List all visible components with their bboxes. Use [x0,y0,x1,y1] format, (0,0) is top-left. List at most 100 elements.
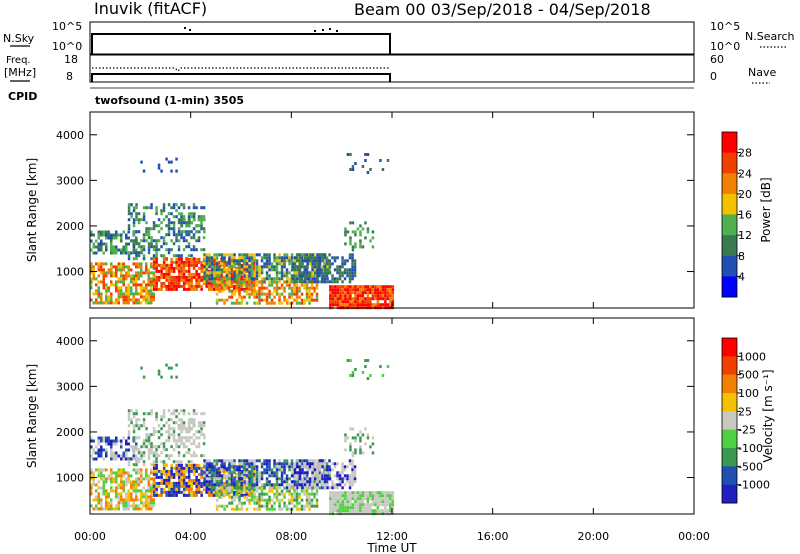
heatmap-cell [195,484,198,488]
heatmap-cell [233,480,236,484]
heatmap-cell [150,442,153,446]
heatmap-cell [160,433,163,437]
heatmap-cell [310,295,314,299]
heatmap-cell [298,295,301,299]
heatmap-cell [137,424,141,428]
heatmap-cell [250,495,254,499]
heatmap-cell [296,253,299,257]
heatmap-cell [142,280,145,284]
heatmap-cell [120,289,123,293]
heatmap-cell [182,445,186,449]
heatmap-cell [140,468,143,472]
heatmap-cell [155,260,158,264]
heatmap-cell [110,442,113,446]
heatmap-cell [230,277,234,281]
heatmap-cell [364,285,367,289]
heatmap-cell [318,459,322,463]
heatmap-cell [97,242,100,246]
heatmap-cell [195,260,198,264]
heatmap-cell [328,271,332,275]
heatmap-cell [120,495,123,499]
heatmap-cell [223,283,226,287]
heatmap-cell [200,424,204,428]
heatmap-cell [336,500,340,504]
heatmap-cell [306,256,309,260]
heatmap-cell [172,490,176,494]
heatmap-cell [120,277,123,281]
heatmap-cell [142,286,145,290]
heatmap-cell [313,492,316,496]
heatmap-cell [215,256,219,260]
heatmap-cell [100,280,103,284]
heatmap-cell [250,474,254,478]
heatmap-cell [275,462,279,466]
heatmap-cell [283,286,286,290]
heatmap-cell [295,501,299,505]
heatmap-cell [192,206,196,210]
heatmap-cell [160,281,163,285]
heatmap-cell [135,280,138,284]
heatmap-cell [328,468,332,472]
heatmap-cell [233,274,236,278]
heatmap-cell [140,471,143,475]
heatmap-cell [389,285,392,289]
heatmap-cell [212,466,216,470]
heatmap-cell [197,284,201,288]
heatmap-cell [203,265,206,269]
heatmap-cell [110,283,113,287]
heatmap-cell [250,465,254,469]
heatmap-cell [336,474,339,478]
heatmap-cell [147,454,151,458]
heatmap-cell [260,489,264,493]
heatmap-cell [137,427,141,431]
heatmap-cell [100,268,103,272]
heatmap-cell [162,463,166,467]
heatmap-cell [341,285,345,289]
heatmap-cell [115,442,118,446]
heatmap-cell [336,291,340,295]
heatmap-cell [203,277,206,281]
heatmap-cell [339,494,342,498]
heatmap-cell [112,457,115,461]
heatmap-cell [235,483,239,487]
heatmap-cell [323,280,327,284]
heatmap-cell [364,506,367,510]
heatmap-cell [341,491,345,495]
heatmap-cell [248,480,251,484]
heatmap-cell [180,278,183,282]
heatmap-cell [283,280,286,284]
heatmap-cell [379,497,382,501]
heatmap-cell [298,480,302,484]
heatmap-cell [240,265,244,269]
heatmap-cell [334,291,337,295]
heatmap-cell [180,466,183,470]
heatmap-cell [180,221,183,225]
heatmap-cell [135,436,138,440]
heatmap-cell [293,486,297,490]
heatmap-cell [258,253,261,257]
heatmap-cell [313,468,317,472]
heatmap-cell [334,500,337,504]
heatmap-cell [183,230,186,234]
heatmap-cell [208,477,211,481]
heatmap-cell [220,504,224,508]
heatmap-cell [275,271,279,275]
heatmap-cell [127,271,130,275]
heatmap-cell [228,280,231,284]
heatmap-cell [150,203,153,207]
heatmap-cell [240,507,244,511]
heatmap-cell [305,501,309,505]
heatmap-cell [341,294,345,298]
heatmap-cell [115,451,118,455]
heatmap-cell [306,462,309,466]
heatmap-cell [97,236,100,240]
heatmap-cell [142,295,145,299]
heatmap-cell [359,503,362,507]
heatmap-cell [290,492,294,496]
heatmap-cell [268,468,271,472]
heatmap-cell [162,409,166,413]
heatmap-cell [348,459,352,463]
heatmap-cell [346,303,350,307]
heatmap-cell [90,286,93,290]
heatmap-cell [110,471,113,475]
